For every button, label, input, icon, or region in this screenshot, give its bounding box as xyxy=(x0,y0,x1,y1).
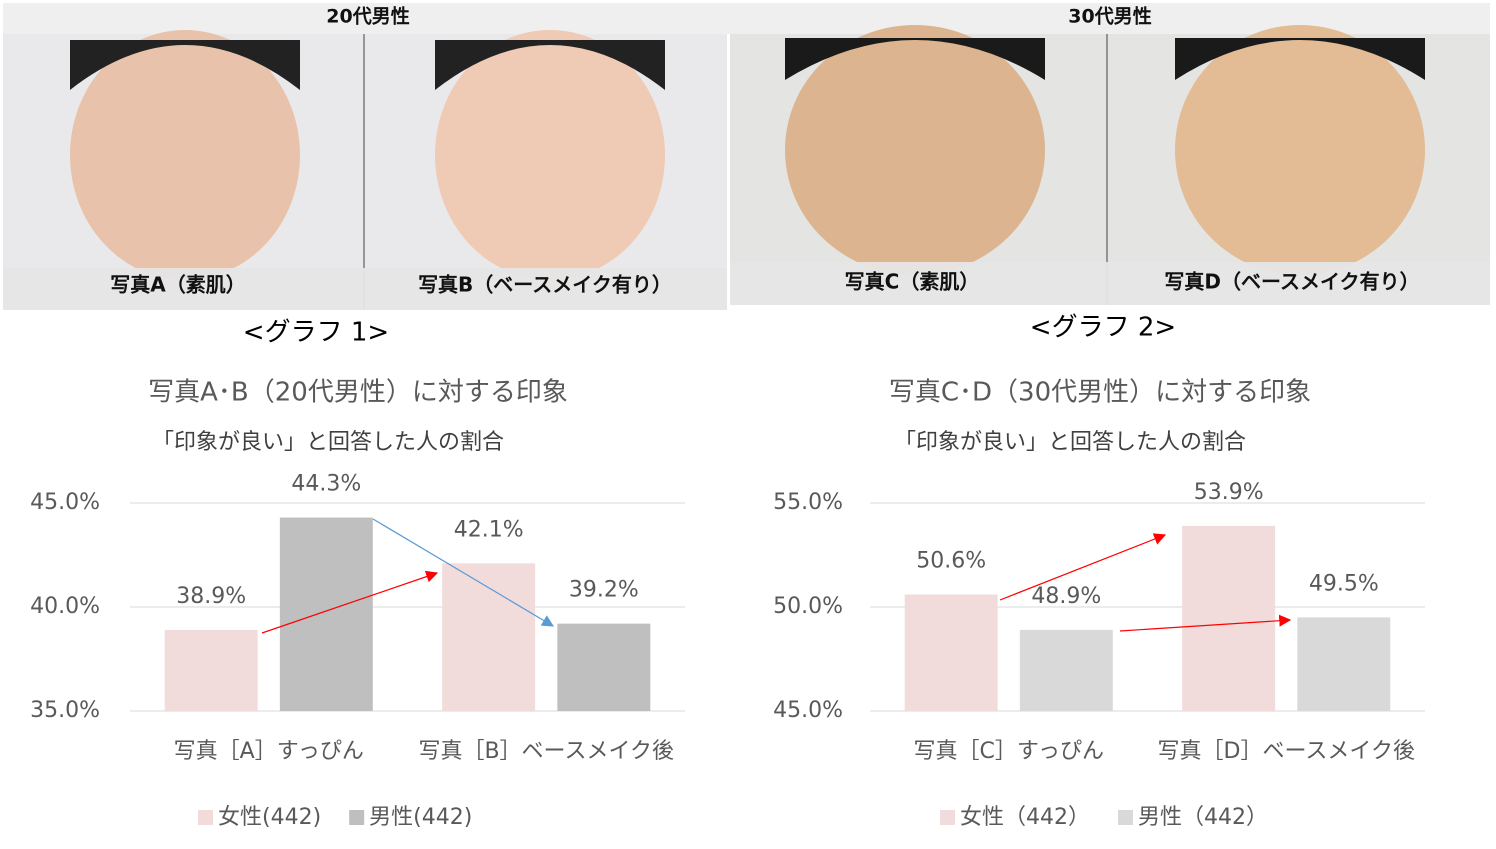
graph-label: <グラフ 2> xyxy=(1030,313,1176,343)
bar xyxy=(1297,617,1391,711)
y-tick-label: 45.0% xyxy=(30,490,100,515)
face-photos xyxy=(70,25,1425,280)
value-label: 44.3% xyxy=(291,472,361,497)
chart-title: 写真A･B（20代男性）に対する印象 xyxy=(148,378,568,408)
value-label: 39.2% xyxy=(569,578,639,603)
group-label: 30代男性 xyxy=(1068,5,1151,28)
photo-caption: 写真A（素肌） xyxy=(110,273,245,297)
photo-caption: 写真B（ベースメイク有り） xyxy=(418,273,672,297)
x-tick-label: 写真［D］ベースメイク後 xyxy=(1158,739,1415,764)
group-banner xyxy=(3,3,1490,34)
legend-swatch xyxy=(1118,810,1133,825)
bar xyxy=(279,517,373,711)
graph-label: <グラフ 1> xyxy=(243,318,389,348)
value-label: 50.6% xyxy=(916,549,986,574)
bar xyxy=(557,623,651,711)
x-tick-label: 写真［A］すっぴん xyxy=(174,739,364,764)
photo-caption: 写真C（素肌） xyxy=(845,270,980,294)
bar xyxy=(442,563,536,711)
charts: 写真A･B（20代男性）に対する印象「印象が良い」と回答した人の割合 35.0% 4… xyxy=(30,378,1425,830)
legend-swatch xyxy=(198,810,213,825)
legend-swatch xyxy=(349,810,365,825)
legend-label: 女性（442） xyxy=(960,805,1090,830)
chart-subtitle: 「印象が良い」と回答した人の割合 xyxy=(152,430,504,455)
chart-subtitle: 「印象が良い」と回答した人の割合 xyxy=(894,430,1246,455)
y-tick-label: 50.0% xyxy=(773,594,843,619)
bar xyxy=(164,629,258,711)
y-tick-label: 55.0% xyxy=(773,490,843,515)
x-tick-label: 写真［C］すっぴん xyxy=(914,739,1104,764)
photo-caption: 写真D（ベースメイク有り） xyxy=(1164,270,1419,294)
value-label: 49.5% xyxy=(1309,571,1379,596)
y-tick-label: 40.0% xyxy=(30,594,100,619)
bar xyxy=(1019,629,1113,711)
value-label: 53.9% xyxy=(1194,480,1264,505)
bar xyxy=(904,594,998,711)
legend-swatch xyxy=(940,810,955,825)
value-label: 42.1% xyxy=(454,517,524,542)
legend-label: 女性(442) xyxy=(218,805,321,830)
legend-label: 男性(442) xyxy=(369,805,472,830)
y-tick-label: 35.0% xyxy=(30,698,100,723)
caption-bar xyxy=(730,262,1490,305)
value-label: 48.9% xyxy=(1031,584,1101,609)
annotation-arrows xyxy=(261,518,1292,634)
chart-title: 写真C･D（30代男性）に対する印象 xyxy=(889,378,1311,408)
bar xyxy=(1182,525,1276,711)
x-tick-label: 写真［B］ベースメイク後 xyxy=(418,739,674,764)
legend-label: 男性（442） xyxy=(1138,805,1268,830)
value-label: 38.9% xyxy=(176,584,246,609)
group-label: 20代男性 xyxy=(326,5,409,28)
caption-bar xyxy=(3,268,727,310)
y-tick-label: 45.0% xyxy=(773,698,843,723)
